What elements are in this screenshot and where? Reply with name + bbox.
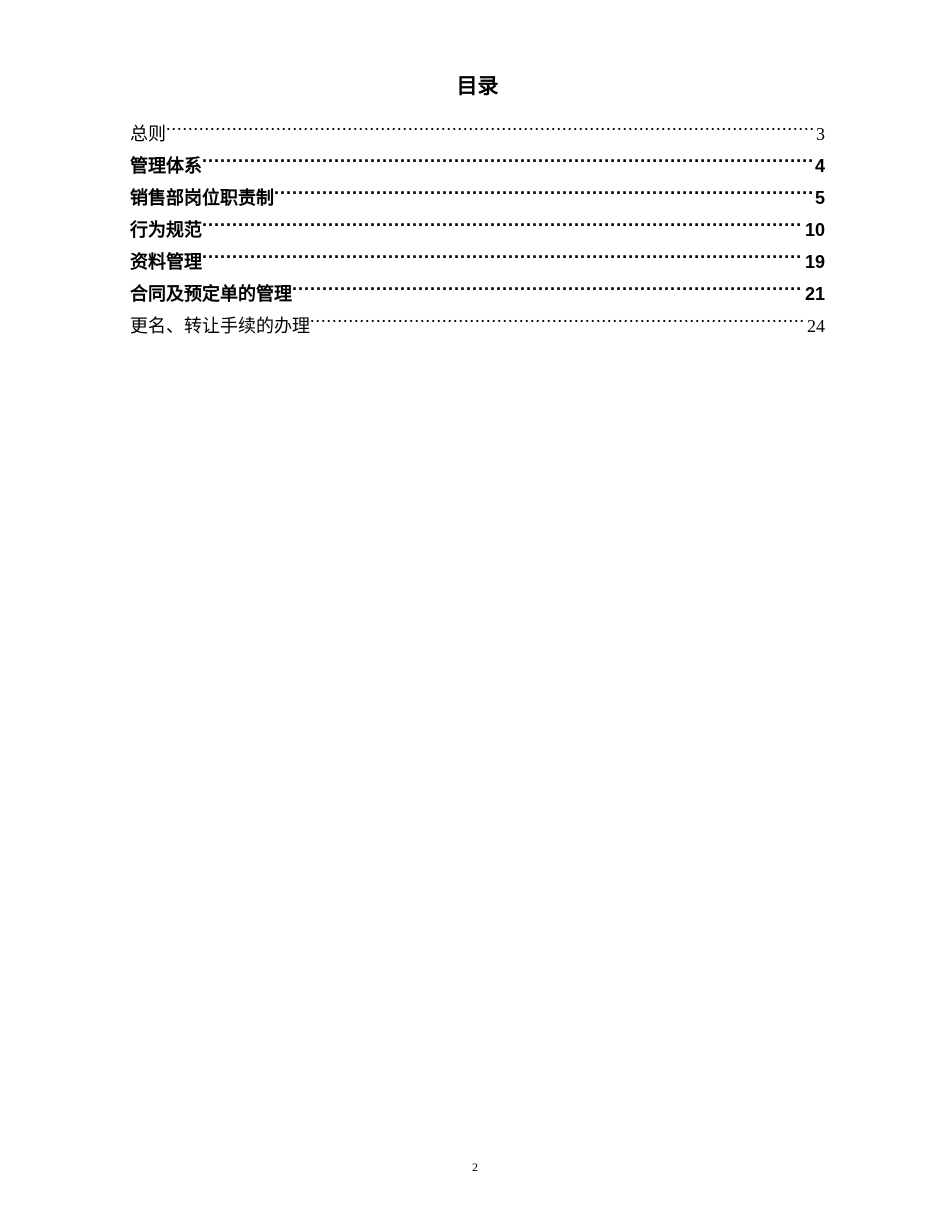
toc-title: 目录	[130, 70, 825, 100]
toc-entry: 管理体系 4	[130, 150, 825, 182]
toc-entry: 更名、转让手续的办理 24	[130, 310, 825, 342]
toc-entry-title: 总则	[130, 118, 166, 150]
toc-dots	[202, 150, 813, 172]
page-number: 2	[0, 1160, 950, 1175]
toc-entry-title: 行为规范	[130, 214, 202, 246]
toc-entry: 销售部岗位职责制 5	[130, 182, 825, 214]
toc-dots	[202, 214, 803, 236]
toc-dots	[202, 246, 803, 268]
toc-entry-page: 19	[803, 246, 825, 278]
toc-entry-page: 5	[813, 182, 825, 214]
toc-entry-title: 管理体系	[130, 150, 202, 182]
toc-entry-page: 10	[803, 214, 825, 246]
toc-entry: 资料管理 19	[130, 246, 825, 278]
toc-entry-page: 24	[805, 310, 825, 342]
toc-entry: 行为规范 10	[130, 214, 825, 246]
toc-entry: 总则 3	[130, 118, 825, 150]
toc-dots	[166, 118, 814, 140]
toc-entry-title: 更名、转让手续的办理	[130, 310, 310, 342]
toc-entry-title: 合同及预定单的管理	[130, 278, 292, 310]
toc-entry-page: 3	[814, 118, 825, 150]
page-container: 目录 总则 3 管理体系 4 销售部岗位职责制 5 行为规范 10 资料管理 1…	[0, 0, 950, 342]
toc-entry-title: 销售部岗位职责制	[130, 182, 274, 214]
toc-dots	[310, 310, 805, 332]
toc-entry-page: 21	[803, 278, 825, 310]
toc-entry-title: 资料管理	[130, 246, 202, 278]
toc-dots	[274, 182, 813, 204]
toc-list: 总则 3 管理体系 4 销售部岗位职责制 5 行为规范 10 资料管理 19 合…	[130, 118, 825, 342]
toc-entry-page: 4	[813, 150, 825, 182]
toc-dots	[292, 278, 803, 300]
toc-entry: 合同及预定单的管理 21	[130, 278, 825, 310]
